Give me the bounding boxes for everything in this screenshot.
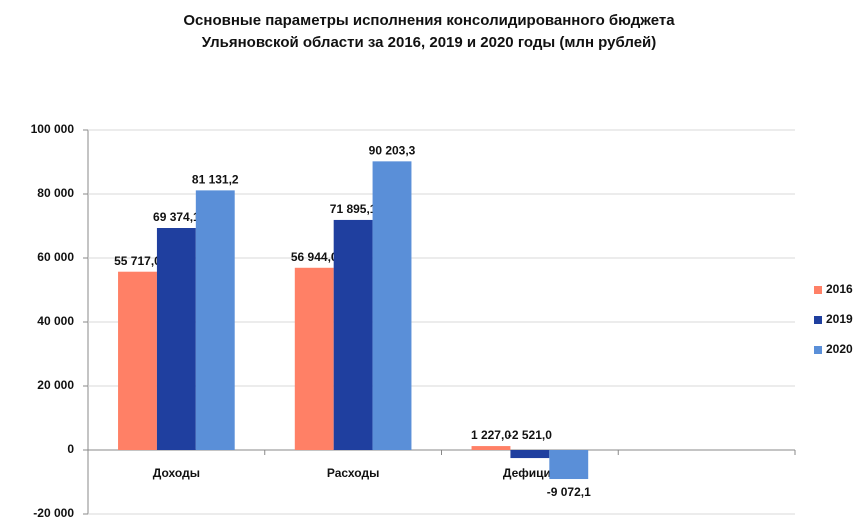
bar [333,219,373,450]
data-label: 71 895,1 [330,202,377,216]
data-label: 90 203,3 [369,144,416,158]
y-tick-label: 60 000 [37,250,74,264]
data-label: 69 374,1 [153,210,200,224]
y-tick-label: 80 000 [37,186,74,200]
bar [372,161,412,451]
data-label: 1 227,0 [471,428,511,442]
y-tick-label: -20 000 [33,506,74,517]
data-label: 81 131,2 [192,173,239,187]
bar [549,450,589,480]
legend-swatch [814,346,822,354]
data-label: -2 521,0 [508,428,552,442]
x-tick-label: Доходы [153,466,200,480]
data-label: 55 717,0 [114,254,161,268]
y-tick-label: 100 000 [31,122,75,136]
bar [156,228,196,450]
data-label: 56 944,0 [291,250,338,264]
legend-label: 2016 [826,282,853,296]
data-label: -9 072,1 [547,485,591,499]
x-tick-label: Дефицит [503,466,557,480]
bar [510,450,550,459]
bar [294,267,334,450]
bar [195,190,235,450]
y-tick-label: 0 [67,442,74,456]
chart-title: Основные параметры исполнения консолидир… [183,12,675,51]
bar [471,446,511,450]
legend-label: 2019 [826,312,853,326]
x-tick-label: Расходы [327,466,379,480]
legend-swatch [814,316,822,324]
y-tick-label: 40 000 [37,314,74,328]
y-tick-label: 20 000 [37,378,74,392]
legend-swatch [814,286,822,294]
legend-label: 2020 [826,342,853,356]
bar [118,271,157,450]
